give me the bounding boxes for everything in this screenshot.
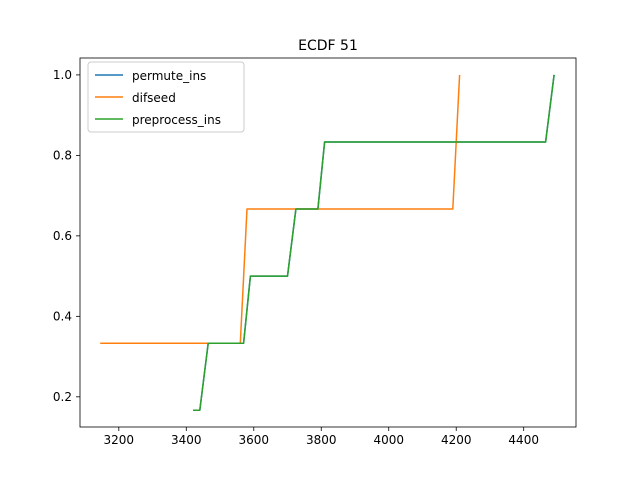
x-tick-label: 4000 bbox=[373, 433, 404, 447]
legend-label-preprocess-ins: preprocess_ins bbox=[132, 113, 221, 127]
legend: permute_ins difseed preprocess_ins bbox=[87, 61, 245, 133]
x-tick-label: 3200 bbox=[104, 433, 135, 447]
y-tick-label: 1.0 bbox=[53, 68, 72, 82]
chart-title: ECDF 51 bbox=[298, 38, 358, 54]
y-tick-label: 0.8 bbox=[53, 148, 72, 162]
x-tick-label: 3600 bbox=[238, 433, 269, 447]
x-tick-label: 4200 bbox=[441, 433, 472, 447]
series-line-permute-ins bbox=[193, 74, 555, 411]
legend-frame bbox=[87, 61, 245, 133]
series-line-difseed bbox=[100, 74, 461, 344]
legend-label-difseed: difseed bbox=[132, 91, 176, 105]
legend-label-permute-ins: permute_ins bbox=[132, 69, 206, 83]
x-tick-label: 3400 bbox=[171, 433, 202, 447]
axes-layer: 3200 3400 3600 3800 4000 4200 4400 0.2 0.4 0.6 0.8… bbox=[53, 57, 577, 447]
y-tick-label: 0.6 bbox=[53, 229, 72, 243]
plot-frame bbox=[79, 57, 577, 428]
y-tick-label: 0.4 bbox=[53, 309, 72, 323]
series-layer bbox=[100, 74, 555, 411]
x-tick-label: 3800 bbox=[306, 433, 337, 447]
series-line-preprocess-ins bbox=[193, 74, 555, 411]
x-tick-label: 4400 bbox=[508, 433, 539, 447]
y-tick-label: 0.2 bbox=[53, 390, 72, 404]
